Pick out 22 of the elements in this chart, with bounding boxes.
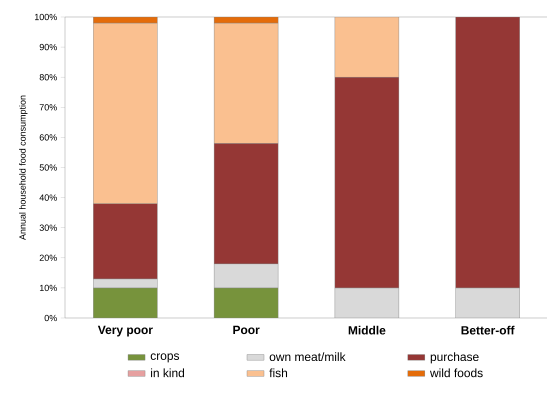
x-tick-label: Middle <box>348 326 386 335</box>
legend-label: fish <box>269 368 288 378</box>
y-tick-label: 70% <box>40 104 57 110</box>
y-tick-label: 90% <box>40 44 57 50</box>
y-tick-label: 20% <box>40 254 57 261</box>
y-tick-label: 10% <box>40 284 57 292</box>
y-tick-label: 60% <box>40 134 57 141</box>
y-tick-label: 40% <box>39 194 57 201</box>
legend-label: own meat/milk <box>270 352 346 362</box>
y-tick-label: 100% <box>34 14 57 20</box>
y-tick-label: 30% <box>40 224 57 231</box>
y-axis-title: Annual household food consumption <box>19 96 28 240</box>
y-tick-label: 0% <box>44 314 57 322</box>
legend-label: crops <box>150 353 180 362</box>
x-tick-label: Better-off <box>462 326 515 335</box>
y-tick-label: 80% <box>40 74 57 80</box>
x-tick-label: Poor <box>233 326 260 334</box>
x-tick-label: Very poor <box>98 326 153 336</box>
legend-label: wild foods <box>430 368 483 378</box>
legend-label: in kind <box>151 368 184 378</box>
y-tick-label: 50% <box>40 164 57 171</box>
legend-label: purchase <box>430 352 479 364</box>
